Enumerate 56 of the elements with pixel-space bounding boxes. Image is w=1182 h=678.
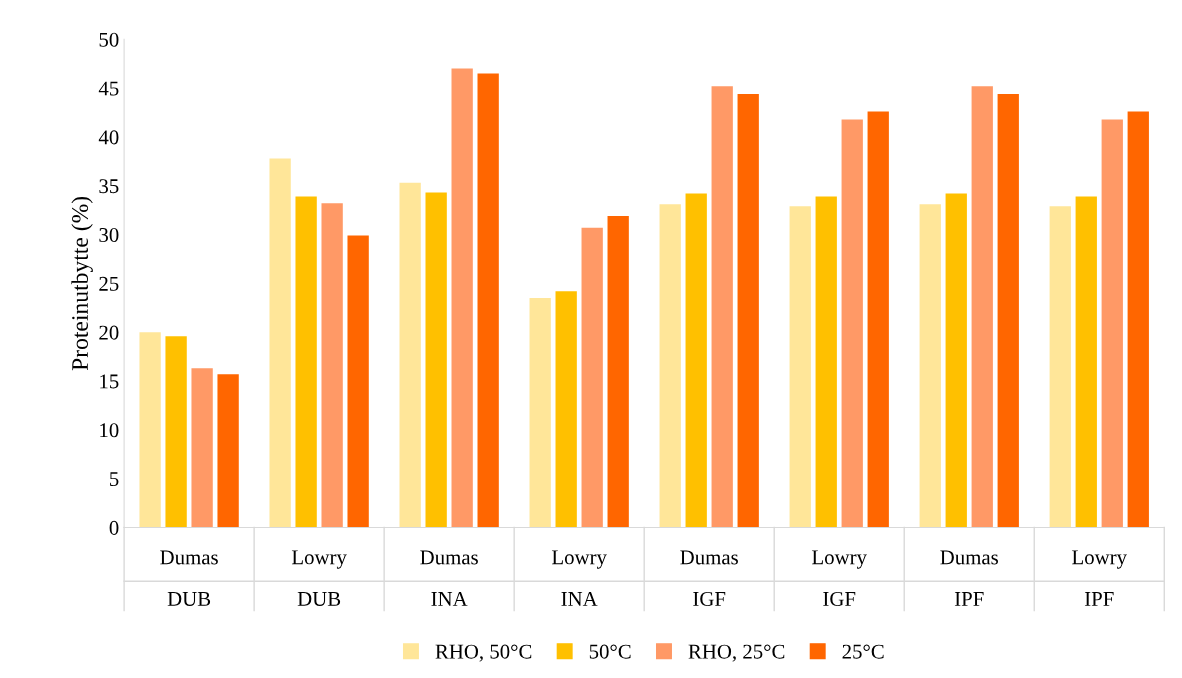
x-tick-label: Lowry IGF — [812, 550, 867, 606]
bar — [165, 336, 187, 528]
bar — [555, 291, 577, 528]
category-label: Dumas IGF — [680, 550, 738, 606]
legend-label: 25°C — [842, 644, 884, 659]
bar — [139, 332, 161, 528]
bar — [841, 119, 863, 528]
y-tick-label: 15 — [100, 374, 119, 389]
y-axis-title: Proteinutbytte (%) — [71, 196, 93, 371]
y-tick-label: 50 — [99, 32, 119, 47]
bar — [1075, 196, 1097, 528]
bar — [269, 158, 291, 528]
bar — [399, 182, 421, 528]
bar — [919, 204, 941, 528]
y-tick-label: 40 — [98, 130, 119, 145]
bar — [217, 374, 239, 528]
bar — [607, 216, 629, 528]
bar — [1101, 119, 1123, 528]
legend-label: RHO, 50°C — [435, 644, 532, 662]
y-tick-label: 10 — [100, 423, 119, 438]
y-tick-label: 20 — [99, 325, 119, 340]
bar — [451, 68, 473, 528]
bar — [347, 235, 369, 528]
category-label: Dumas INA — [420, 550, 478, 606]
y-tick-label: 45 — [98, 81, 119, 96]
bar — [295, 196, 317, 528]
y-tick-label: 30 — [99, 227, 119, 243]
category-label: Dumas DUB — [160, 550, 218, 606]
x-tick-label: Lowry INA — [552, 550, 607, 606]
legend-label: 50°C — [589, 644, 631, 659]
bar — [971, 86, 993, 528]
x-tick-label: Lowry DUB — [291, 550, 347, 606]
bar — [685, 193, 707, 528]
bar — [711, 86, 733, 528]
y-tick-label: 0 — [109, 520, 119, 535]
bar — [581, 227, 603, 528]
bar — [659, 204, 681, 528]
bar — [425, 192, 447, 528]
y-tick-label: 35 — [99, 179, 119, 194]
y-tick-label: 5 — [110, 472, 119, 487]
category-label: Dumas IPF — [940, 550, 998, 606]
bar — [737, 94, 759, 528]
bar — [945, 193, 967, 528]
bar — [997, 94, 1019, 528]
bar — [867, 111, 889, 528]
bar — [477, 73, 499, 528]
y-tick-label: 25 — [99, 276, 119, 291]
bar — [1127, 111, 1149, 528]
bar — [529, 298, 551, 528]
bar — [789, 206, 811, 528]
bar — [321, 203, 343, 528]
legend-label: RHO, 25°C — [688, 644, 785, 662]
x-tick-label: Lowry IPF — [1072, 550, 1127, 606]
bar — [191, 368, 213, 528]
bar — [1049, 206, 1071, 528]
bar — [815, 196, 837, 528]
